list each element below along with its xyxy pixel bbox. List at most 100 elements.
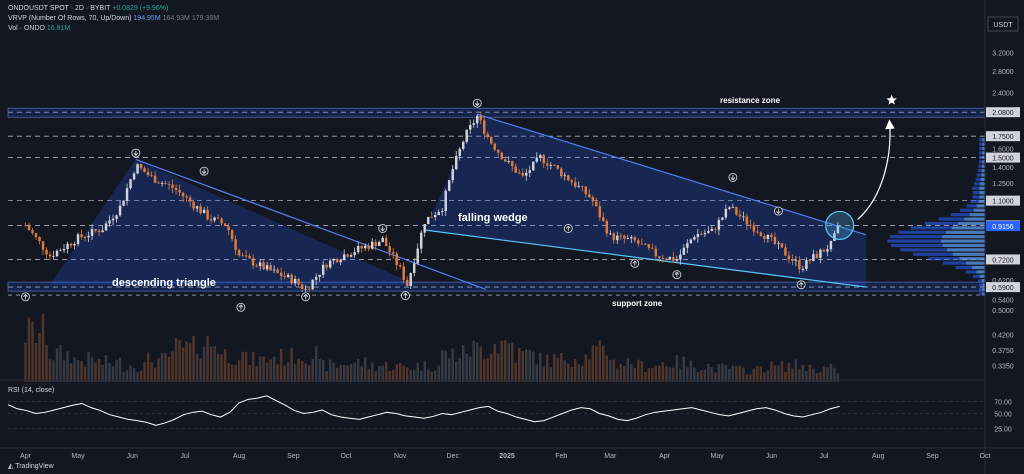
candle-body xyxy=(819,249,822,258)
volume-bar xyxy=(588,359,591,382)
candle-body xyxy=(325,264,328,268)
volume-profile-down xyxy=(966,261,985,265)
candle-body xyxy=(276,269,279,273)
volume-bar xyxy=(745,374,749,382)
volume-bar xyxy=(416,362,419,382)
candle-body xyxy=(195,206,199,209)
candle-body xyxy=(591,197,595,202)
time-tick-label: Aug xyxy=(872,453,885,460)
time-tick-label: Feb xyxy=(555,453,567,460)
candle-body xyxy=(129,179,132,189)
volume-bar xyxy=(122,371,125,382)
triangle-upper-trendline xyxy=(135,158,487,291)
volume-header[interactable]: Vol · ONDO 16.81M xyxy=(8,24,70,33)
candle-body xyxy=(405,279,409,287)
time-axis[interactable]: Apr May Jun Jul Aug Sep Oct Nov Dec 2025 Feb Mar Apr… xyxy=(0,447,1024,460)
time-tick-label: Apr xyxy=(659,453,671,460)
candle-body xyxy=(412,263,416,273)
volume-bar xyxy=(476,342,479,382)
symbol-label: ONDOUSDT SPOT · 2D · BYBIT xyxy=(8,5,111,12)
candle-body xyxy=(731,207,735,208)
volume-bar xyxy=(276,364,279,382)
time-tick-label: Jul xyxy=(180,453,189,460)
volume-bar xyxy=(714,372,717,382)
volume-bar xyxy=(356,359,360,382)
volume-bar xyxy=(374,371,377,382)
volume-bar xyxy=(419,370,423,382)
candle-body xyxy=(321,264,325,275)
tradingview-logo[interactable]: ◭ TradingView xyxy=(8,462,54,470)
volume-bar xyxy=(682,356,686,382)
volume-profile-down xyxy=(982,155,985,160)
volume-bar xyxy=(237,360,241,382)
volume-bar xyxy=(581,365,584,382)
volume-profile-down xyxy=(979,186,985,190)
volume-bar xyxy=(444,350,447,382)
candle-body xyxy=(391,252,395,254)
candle-body xyxy=(836,225,840,234)
volume-profile-up xyxy=(979,147,983,151)
candle-body xyxy=(756,231,759,233)
candle-body xyxy=(199,206,202,214)
candle-body xyxy=(241,255,244,257)
volume-bar xyxy=(437,365,440,382)
volume-bar xyxy=(626,358,630,382)
candle-body xyxy=(188,197,192,202)
candle-body xyxy=(150,175,153,176)
volume-profile-up xyxy=(913,252,953,256)
volume-bar xyxy=(780,361,784,382)
level-price-tag xyxy=(986,254,1020,265)
price-axis[interactable]: USDT 3.2000 2.8000 2.4000 2.0800 1.7500 1.6000… xyxy=(984,0,1024,474)
volume-profile xyxy=(887,138,985,296)
candle-body xyxy=(707,231,710,234)
candle-body xyxy=(826,249,829,252)
volume-bar xyxy=(773,365,777,382)
volume-profile-down xyxy=(982,138,985,142)
candle-body xyxy=(710,228,714,232)
candle-body xyxy=(76,234,80,245)
volume-bar xyxy=(829,363,833,382)
volume-bar xyxy=(567,363,570,382)
candle-body xyxy=(290,274,293,284)
volume-bar xyxy=(423,360,426,382)
volume-bar xyxy=(521,351,524,382)
volume-bar xyxy=(55,348,59,382)
volume-bar xyxy=(164,352,167,382)
candle-body xyxy=(66,243,69,250)
volume-profile-down xyxy=(959,257,985,261)
volume-bar xyxy=(206,336,209,382)
candle-body xyxy=(476,115,479,124)
volume-bar xyxy=(752,368,756,382)
volume-bar xyxy=(290,347,293,382)
arrow-down-icon xyxy=(730,174,736,181)
candle-body xyxy=(553,164,556,166)
volume-profile-up xyxy=(972,195,980,199)
vrvp-header[interactable]: VRVP (Number Of Rows, 70, Up/Down) 194.9… xyxy=(8,14,219,23)
candle-body xyxy=(444,190,447,212)
candle-body xyxy=(160,183,164,184)
volume-profile-up xyxy=(979,142,983,146)
volume-bar xyxy=(672,367,675,382)
candle-body xyxy=(146,172,150,176)
volume-bar xyxy=(619,364,623,382)
volume-bar xyxy=(265,362,269,382)
volume-bar xyxy=(787,362,791,382)
volume-bar xyxy=(563,360,567,382)
tradingview-icon: ◭ xyxy=(8,463,16,470)
candle-body xyxy=(216,217,220,219)
candle-body xyxy=(346,254,349,257)
time-tick-label: Oct xyxy=(980,453,991,460)
volume-bar xyxy=(188,343,192,382)
triangle-fill xyxy=(50,159,416,285)
volume-profile-up xyxy=(973,274,980,278)
volume-profile-down xyxy=(946,248,985,252)
candle-body xyxy=(69,243,73,246)
volume-bar xyxy=(146,352,150,382)
volume-bar xyxy=(738,365,742,382)
volume-bar xyxy=(731,365,735,382)
volume-bar xyxy=(388,370,391,382)
volume-bar xyxy=(598,340,602,382)
volume-profile-up xyxy=(890,235,943,239)
candle-body xyxy=(633,237,637,241)
